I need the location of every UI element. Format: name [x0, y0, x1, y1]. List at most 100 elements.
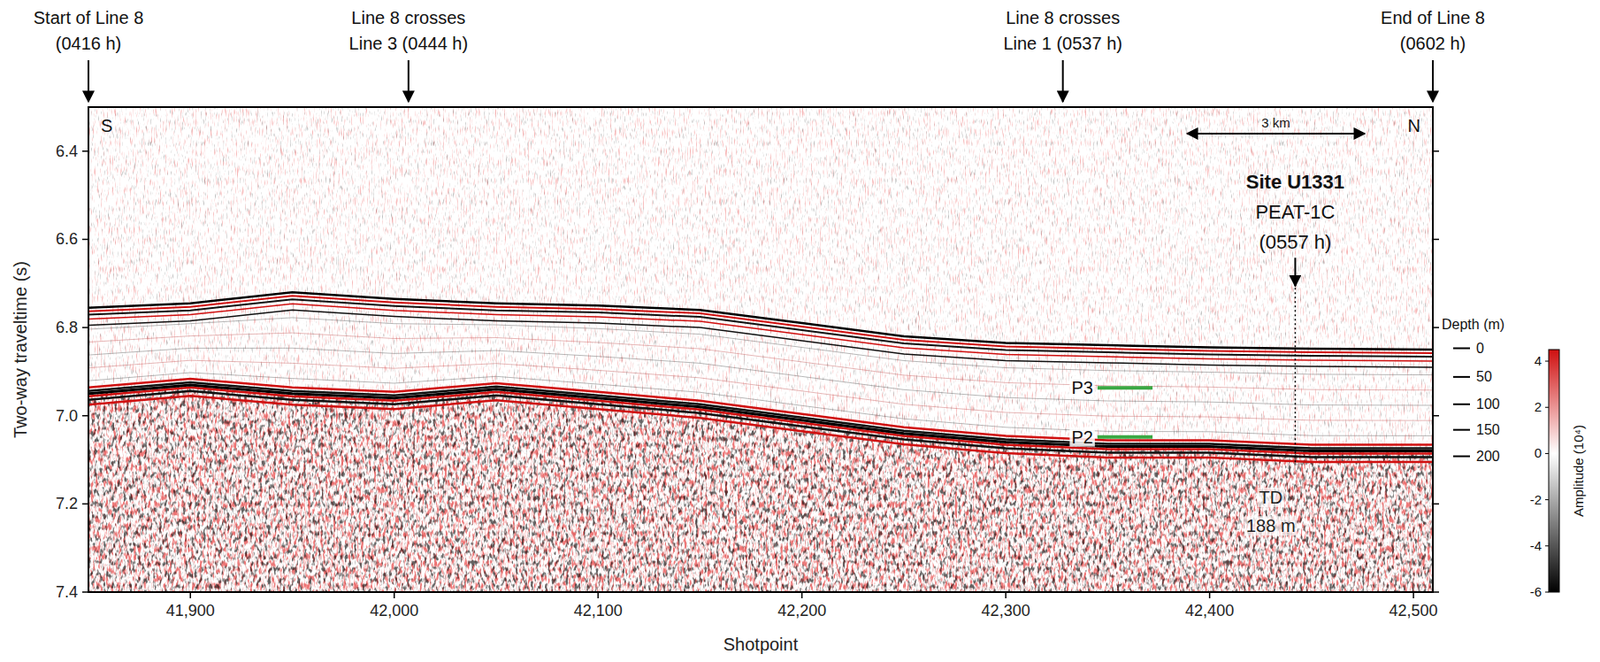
colorbar-tick: [1545, 498, 1549, 500]
site-arrow: [1293, 257, 1296, 286]
depth-tick: [1453, 455, 1470, 458]
x-tick: [1412, 591, 1415, 598]
plot-area: [88, 107, 1433, 592]
label-patch: [1069, 377, 1095, 398]
x-tick-label: 42,300: [981, 601, 1031, 620]
site-label: (0557 h): [1258, 230, 1332, 253]
y-tick-right: [1432, 414, 1440, 417]
colorbar-tick: [1545, 591, 1549, 593]
x-tick-label: 42,100: [574, 601, 623, 620]
top-annotation: Line 8 crosses: [1005, 7, 1120, 28]
x-tick-label: 42,200: [777, 601, 827, 620]
x-tick-label: 41,900: [166, 601, 215, 620]
y-tick: [82, 590, 89, 593]
colorbar-tick: [1545, 406, 1549, 408]
basement-noise: [88, 107, 1433, 592]
y-tick-right: [1432, 590, 1440, 593]
depth-tick: [1453, 347, 1470, 350]
depth-tick-label: 200: [1476, 448, 1501, 464]
site-borehole: [1294, 287, 1297, 464]
label-patch: [1244, 515, 1298, 536]
annotation-arrow: [1431, 60, 1434, 102]
y-tick-label: 6.6: [55, 229, 78, 248]
x-tick-label: 42,000: [369, 601, 419, 620]
noise: [88, 107, 1433, 592]
colorbar-title: Amplitude (10⁴): [1570, 424, 1586, 517]
y-tick-right: [1432, 326, 1440, 329]
top-annotation: End of Line 8: [1380, 7, 1486, 28]
annotation-arrow: [87, 60, 90, 102]
y-tick: [82, 326, 89, 329]
top-annotation: Line 3 (0444 h): [349, 33, 469, 54]
depth-tick: [1453, 375, 1470, 378]
depth-tick-label: 150: [1476, 421, 1501, 437]
y-axis-title: Two-way traveltime (s): [10, 260, 31, 438]
horizon-label: P2: [1071, 427, 1093, 447]
site-label: Site U1331: [1246, 170, 1345, 193]
horizon: [1097, 435, 1153, 439]
scale-label: 3 km: [1261, 114, 1291, 131]
colorbar-tick-label: -2: [1530, 491, 1542, 507]
depth-tick-label: 100: [1476, 396, 1501, 412]
layer-texture: [88, 317, 1433, 376]
depth-tick: [1453, 403, 1470, 406]
td-label: 188 m: [1246, 515, 1296, 536]
y-tick: [82, 238, 89, 241]
y-tick: [82, 150, 89, 153]
colorbar-tick: [1545, 452, 1549, 454]
horizon: [1097, 385, 1153, 390]
y-tick: [82, 503, 89, 506]
x-tick-label: 42,500: [1389, 601, 1439, 620]
site-label: PEAT-1C: [1255, 200, 1335, 223]
colorbar-tick-label: -6: [1530, 583, 1542, 599]
top-annotation: (0416 h): [55, 33, 123, 54]
annotation-arrow: [1062, 60, 1065, 102]
depth-tick-label: 0: [1476, 340, 1485, 356]
noise: [88, 107, 1433, 592]
depth-tick: [1453, 428, 1470, 431]
x-tick-label: 42,400: [1185, 601, 1234, 620]
corner-label: S: [100, 115, 113, 136]
frame: [88, 107, 1433, 592]
reflector: [88, 291, 1433, 350]
seafloor-texture: [88, 303, 1433, 361]
colorbar-tick-label: 0: [1534, 444, 1542, 460]
y-tick-right: [1432, 150, 1440, 153]
top-annotation: Line 8 crosses: [351, 7, 466, 28]
top-annotation: (0602 h): [1400, 33, 1467, 54]
y-tick-right: [1432, 238, 1440, 241]
top-annotation: Start of Line 8: [33, 7, 145, 28]
reflector: [88, 384, 1433, 452]
x-tick: [1004, 591, 1007, 598]
layer-texture: [88, 332, 1433, 391]
background: [88, 107, 1433, 592]
noise: [88, 107, 1433, 592]
x-tick: [189, 591, 192, 598]
top-annotation: Line 1 (0537 h): [1002, 33, 1123, 54]
corner-label: N: [1408, 115, 1421, 136]
colorbar-tick: [1545, 360, 1549, 362]
x-tick: [393, 591, 396, 598]
y-tick-label: 7.2: [55, 494, 78, 513]
x-tick: [1209, 591, 1211, 598]
chart: 41,900 42,000 42,100 42,200 42,300 42,400 42,5…: [0, 0, 1600, 662]
x-axis-title: Shotpoint: [723, 634, 799, 654]
depth-title: Depth (m): [1441, 316, 1505, 332]
x-tick: [801, 591, 804, 598]
colorbar: [1548, 349, 1560, 592]
y-tick-label: 7.0: [55, 406, 78, 425]
depth-tick-label: 50: [1476, 368, 1493, 384]
colorbar-tick-label: 2: [1534, 398, 1542, 414]
label-patch: [1256, 487, 1285, 507]
y-tick-right: [1432, 503, 1440, 506]
y-tick: [82, 414, 89, 417]
colorbar-tick: [1545, 544, 1549, 546]
colorbar-tick-label: 4: [1534, 352, 1542, 368]
colorbar-tick-label: -4: [1530, 537, 1542, 553]
y-tick-label: 6.8: [55, 318, 78, 337]
y-tick-label: 6.4: [55, 142, 78, 161]
y-tick-label: 7.4: [55, 582, 78, 601]
x-tick: [597, 591, 599, 598]
label-patch: [1069, 427, 1095, 447]
td-label: TD: [1258, 487, 1283, 507]
